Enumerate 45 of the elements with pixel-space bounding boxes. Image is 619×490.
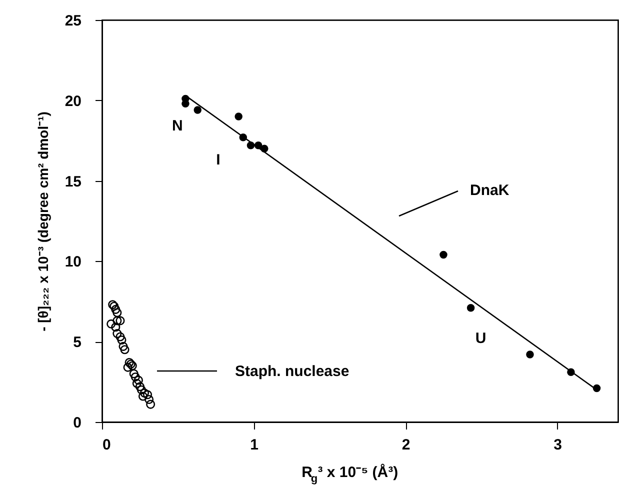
annotation: I [216,151,220,168]
point [123,362,132,372]
x-tick-label: 0 [102,436,111,454]
point [136,385,146,394]
annotation: Staph. nuclease [235,363,350,380]
point [116,316,125,326]
point [112,316,122,326]
point [194,106,202,114]
annotation: DnaK [470,182,510,199]
annotation: N [172,118,183,135]
point [112,308,122,318]
y-tick-label: 15 [64,173,82,190]
point [129,369,138,378]
point [138,392,148,401]
point [111,304,120,314]
point [116,332,125,342]
y-tick-label: 25 [64,12,82,30]
y-tick-label: 0 [73,414,82,432]
point [134,376,143,385]
point [130,372,140,382]
y-tick-label: 5 [73,334,82,352]
point [140,388,150,398]
point [106,319,116,328]
point [144,394,154,404]
point [526,350,534,358]
point [143,390,152,400]
point [117,335,126,345]
point [146,400,156,409]
point [118,342,128,351]
x-tick-label: 1 [250,436,258,454]
y-tick-label: 20 [64,92,82,110]
y-axis-title: - [θ]₂₂₂ x 10⁻³ (degree cm² dmol⁻¹) [34,112,51,332]
point [234,112,242,120]
point [132,378,142,388]
point [135,382,144,392]
point [440,250,448,259]
point [111,322,120,332]
annotation: U [475,330,486,347]
point [120,345,130,354]
y-tick-label: 10 [64,254,82,271]
x-tick-label: 3 [554,436,562,454]
point [112,329,122,338]
x-tick-label: 2 [402,436,410,454]
point [466,304,475,312]
point [124,358,134,368]
